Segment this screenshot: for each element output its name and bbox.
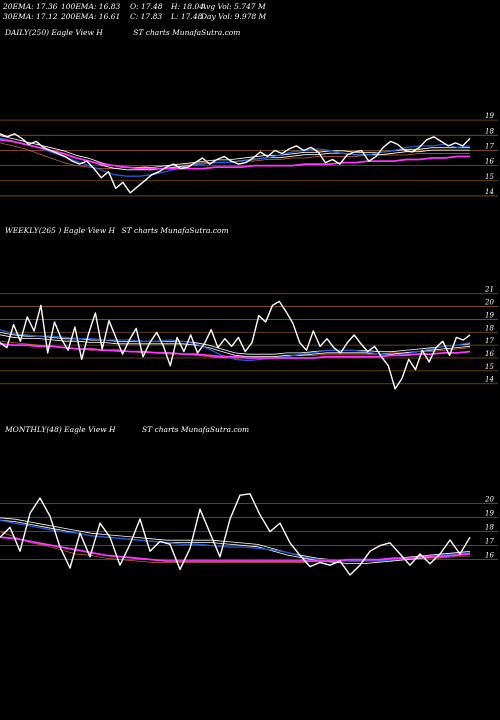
- open-text: O: 17.48: [130, 2, 163, 11]
- high-text: H: 18.04: [171, 2, 204, 11]
- monthly-chart: 20 19 18 17 16: [0, 493, 498, 576]
- daily-price-line: [0, 133, 471, 194]
- weekly-tick-label: 15: [485, 363, 494, 371]
- weekly-price-line: [0, 300, 471, 390]
- weekly-chart: 21 20 19 18 17 16 15 14: [0, 286, 498, 390]
- weekly-label: WEEKLY(265 ) Eagle View H ST charts Muna…: [5, 226, 229, 235]
- weekly-ema-long-line: [0, 343, 471, 359]
- monthly-label-text: MONTHLY(48) Eagle View H: [5, 425, 116, 434]
- daily-chart: 19 18 17 16 15 14: [0, 112, 498, 197]
- weekly-tick-label: 16: [485, 350, 494, 358]
- daily-label-text: DAILY(250) Eagle View H: [5, 28, 103, 37]
- ema30-text: 30EMA: 17.12: [3, 12, 58, 21]
- day-vol-text: Day Vol: 9.978 M: [201, 12, 267, 21]
- daily-tick-label: 18: [485, 127, 494, 135]
- daily-label: DAILY(250) Eagle View H ST charts Munafa…: [5, 28, 240, 37]
- daily-tick-label: 16: [485, 158, 494, 166]
- daily-tick-label: 19: [485, 112, 494, 120]
- monthly-ema-mid-line: [0, 517, 471, 562]
- header-info: 20EMA: 17.36 100EMA: 16.83 O: 17.48 H: 1…: [3, 2, 497, 22]
- monthly-tick-label: 17: [485, 538, 494, 546]
- ema100-text: 100EMA: 16.83: [61, 2, 121, 11]
- monthly-watermark: ST charts MunafaSutra.com: [142, 425, 250, 434]
- close-text: C: 17.83: [130, 12, 163, 21]
- daily-watermark: ST charts MunafaSutra.com: [133, 28, 241, 37]
- weekly-tick-label: 18: [485, 324, 494, 332]
- monthly-price-line: [0, 493, 471, 576]
- monthly-ema-short-line: [0, 519, 471, 562]
- daily-ema-long-line: [0, 138, 470, 170]
- monthly-tick-label: 20: [484, 496, 494, 504]
- weekly-tick-label: 14: [485, 376, 494, 384]
- weekly-watermark: ST charts MunafaSutra.com: [121, 226, 229, 235]
- weekly-tick-label: 17: [485, 337, 494, 345]
- avg-vol-text: Avg Vol: 5.747 M: [201, 2, 266, 11]
- ema20-text: 20EMA: 17.36: [3, 2, 58, 11]
- daily-tick-label: 15: [485, 173, 494, 181]
- ema200-text: 200EMA: 16.61: [61, 12, 121, 21]
- low-text: L: 17.48: [171, 12, 203, 21]
- daily-tick-label: 14: [485, 188, 494, 196]
- daily-ema-short-line: [0, 137, 471, 177]
- monthly-ema-long-line: [0, 536, 471, 562]
- monthly-tick-label: 18: [485, 524, 494, 532]
- monthly-tick-label: 16: [485, 552, 494, 560]
- weekly-tick-label: 19: [485, 311, 494, 319]
- weekly-tick-label: 21: [484, 286, 494, 294]
- daily-tick-label: 17: [485, 142, 494, 150]
- monthly-label: MONTHLY(48) Eagle View H ST charts Munaf…: [5, 425, 249, 434]
- monthly-tick-label: 19: [485, 510, 494, 518]
- weekly-tick-label: 20: [484, 299, 494, 307]
- daily-ema-mid-line: [0, 137, 470, 171]
- weekly-label-text: WEEKLY(265 ) Eagle View H: [5, 226, 116, 235]
